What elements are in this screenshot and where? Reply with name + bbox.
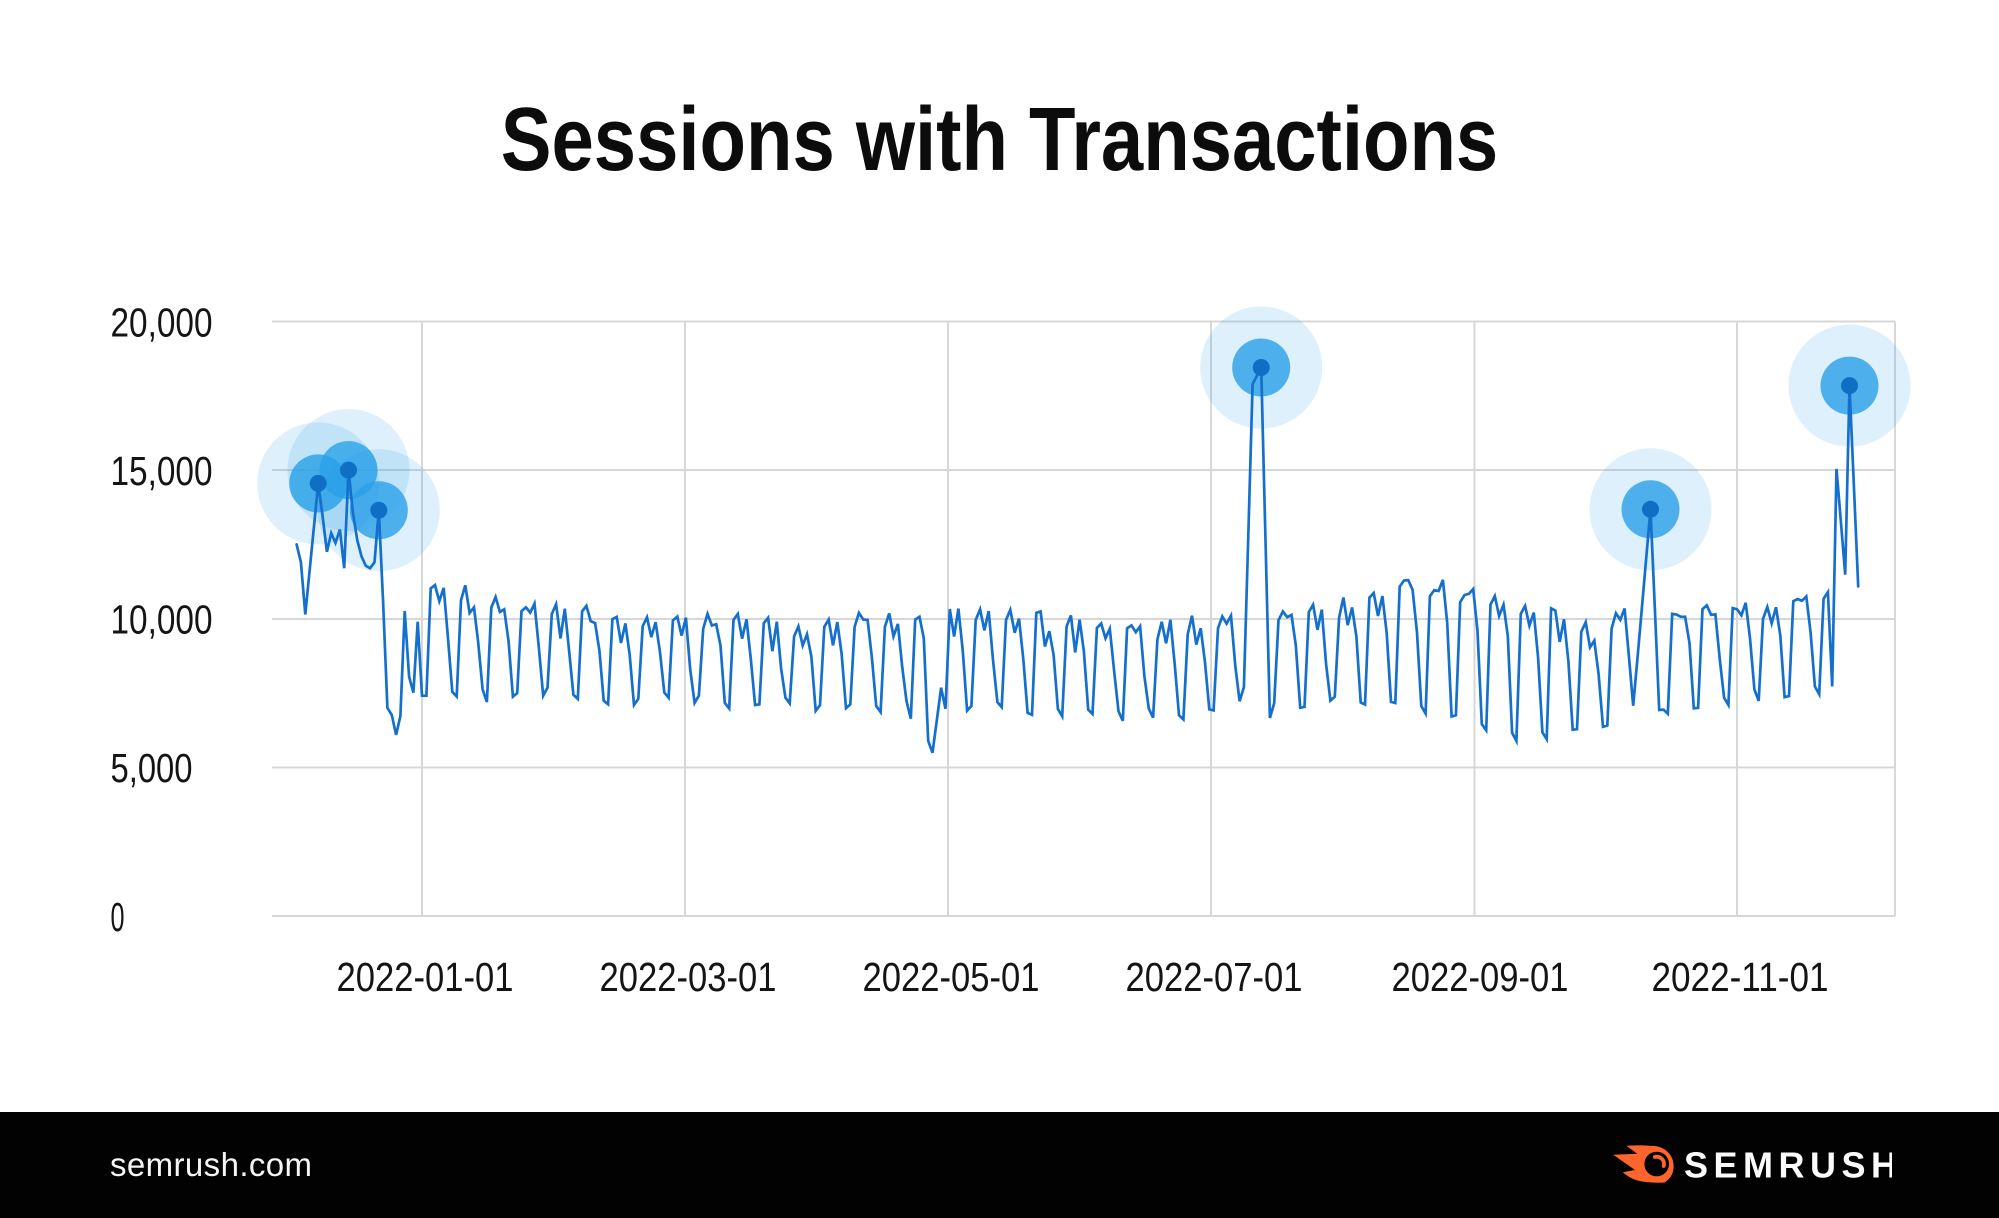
svg-text:5,000: 5,000	[111, 745, 193, 791]
svg-text:2022-03-01: 2022-03-01	[600, 954, 777, 1000]
svg-text:2022-05-01: 2022-05-01	[863, 954, 1040, 1000]
svg-text:0: 0	[111, 894, 125, 940]
svg-text:2022-09-01: 2022-09-01	[1392, 954, 1569, 1000]
svg-text:20,000: 20,000	[111, 299, 213, 345]
svg-text:SEMRUSH: SEMRUSH	[1684, 1145, 1892, 1186]
svg-text:10,000: 10,000	[111, 597, 213, 643]
svg-text:2022-07-01: 2022-07-01	[1126, 954, 1303, 1000]
svg-text:15,000: 15,000	[111, 448, 213, 494]
svg-text:2022-11-01: 2022-11-01	[1652, 954, 1829, 1000]
svg-text:2022-01-01: 2022-01-01	[337, 954, 514, 1000]
